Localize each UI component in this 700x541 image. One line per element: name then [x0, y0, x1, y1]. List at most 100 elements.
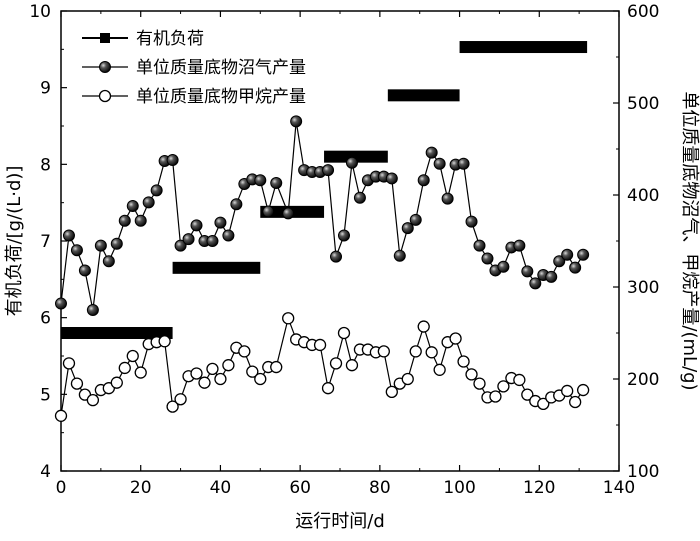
biogas-point — [142, 196, 155, 209]
biogas-point — [337, 229, 350, 242]
x-tick-labels: 0 20 40 60 80 100 120 140 — [56, 478, 636, 498]
x-tick-label: 40 — [210, 478, 232, 498]
biogas-point — [545, 270, 558, 283]
methane-point — [158, 335, 171, 348]
load-step-bar — [387, 89, 460, 102]
methane-point — [576, 383, 590, 397]
methane-point — [473, 377, 486, 390]
methane-point — [409, 345, 422, 358]
biogas-point — [78, 264, 91, 277]
right-y-tick-label: 600 — [627, 2, 659, 22]
biogas-point — [330, 250, 343, 263]
methane-point — [345, 359, 359, 372]
methane-point — [329, 357, 343, 370]
biogas-point — [126, 200, 139, 213]
biogas-point — [70, 244, 83, 257]
left-y-tick-label: 8 — [40, 155, 51, 175]
load-step-bar — [324, 150, 388, 163]
left-y-tick-label: 4 — [40, 462, 51, 482]
biogas-point — [190, 219, 203, 232]
methane-point — [282, 312, 295, 325]
methane-point — [513, 373, 526, 387]
biogas-point — [222, 229, 235, 242]
right-y-axis-title: 单位质量底物沼气、甲烷产量/(mL/g) — [679, 91, 700, 390]
biogas-point — [513, 239, 526, 252]
biogas-point — [441, 192, 454, 205]
methane-point — [222, 359, 235, 372]
axis-ticks — [60, 10, 620, 472]
methane-point — [238, 345, 251, 358]
series-layer — [54, 41, 590, 422]
x-tick-label: 20 — [130, 478, 152, 498]
methane-point — [62, 357, 76, 370]
methane-point — [313, 338, 327, 352]
x-tick-label: 0 — [56, 478, 67, 498]
biogas-point — [182, 233, 195, 246]
load-step-bar — [172, 261, 261, 274]
biogas-point — [118, 214, 131, 227]
biogas-point — [353, 191, 366, 204]
biogas-point — [134, 214, 147, 227]
legend-label-load: 有机负荷 — [136, 29, 204, 49]
methane-point — [457, 355, 470, 368]
x-axis-title: 运行时间/d — [295, 511, 385, 532]
methane-point — [561, 384, 574, 398]
biogas-point — [457, 157, 470, 170]
biogas-point — [270, 177, 283, 190]
biogas-point — [254, 174, 267, 187]
right-y-tick-label: 500 — [627, 94, 659, 114]
methane-point — [134, 366, 147, 379]
legend-marker-biogas — [99, 61, 111, 73]
biogas-point — [214, 216, 227, 229]
methane-point — [425, 346, 438, 359]
biogas-point — [166, 154, 179, 167]
biogas-point — [385, 172, 398, 185]
legend-marker-methane — [98, 89, 112, 103]
biogas-point — [521, 265, 534, 278]
biogas-point — [409, 213, 422, 226]
biogas-point — [102, 255, 115, 268]
right-y-tick-label: 300 — [627, 278, 659, 298]
methane-point — [433, 363, 446, 376]
biogas-point — [55, 297, 67, 310]
left-y-tick-labels: 4 5 6 7 8 9 10 — [29, 2, 51, 482]
methane-point — [521, 388, 534, 401]
biogas-point — [417, 174, 430, 187]
x-tick-label: 140 — [603, 478, 635, 498]
biogas-point — [401, 222, 414, 235]
biogas-point — [230, 198, 243, 211]
methane-point — [270, 360, 283, 374]
load-step-bar — [459, 41, 588, 54]
methane-point — [166, 400, 179, 413]
methane-point — [54, 409, 68, 422]
methane-point — [126, 349, 139, 363]
methane-point — [190, 367, 203, 380]
legend-label-biogas: 单位质量底物沼气产量 — [136, 58, 306, 78]
legend: 有机负荷 单位质量底物沼气产量 单位质量底物甲烷产量 — [82, 29, 306, 107]
methane-point — [214, 372, 227, 386]
methane-point — [174, 393, 187, 406]
methane-point — [417, 320, 430, 333]
methane-point — [86, 394, 100, 407]
biogas-point — [473, 239, 486, 252]
left-y-axis-title: 有机负荷/[g/(L·d)] — [4, 166, 25, 317]
left-y-tick-label: 7 — [40, 232, 51, 252]
x-tick-label: 60 — [289, 478, 311, 498]
plot-frame — [60, 10, 620, 472]
methane-point — [254, 372, 267, 386]
methane-point — [497, 380, 510, 393]
methane-point — [198, 376, 211, 389]
biogas-point — [465, 215, 478, 228]
right-y-tick-label: 200 — [627, 370, 659, 390]
right-y-tick-label: 400 — [627, 186, 659, 206]
biogas-point — [481, 252, 494, 265]
right-y-tick-label: 100 — [627, 462, 659, 482]
left-y-tick-label: 5 — [40, 385, 51, 405]
biogas-point — [110, 237, 123, 250]
biogas-point — [553, 255, 566, 268]
methane-point — [401, 372, 414, 386]
biogas-point — [150, 184, 163, 197]
biogas-point — [62, 229, 75, 242]
